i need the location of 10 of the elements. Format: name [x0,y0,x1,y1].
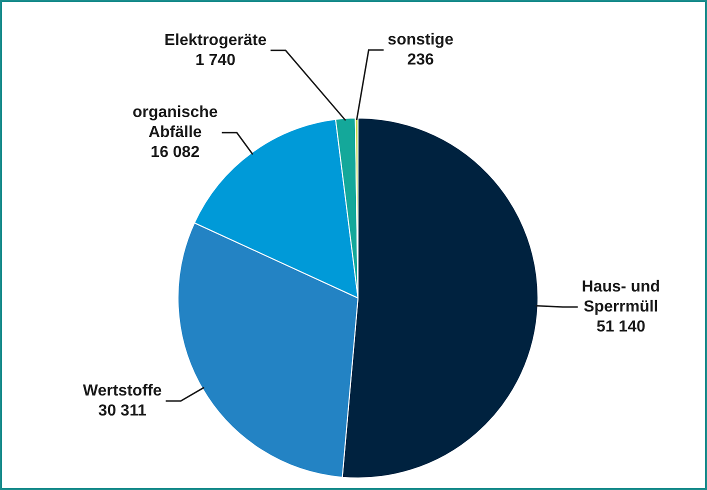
slice-label: Haus- und Sperrmüll [582,278,660,316]
data-label: 30 311 [98,402,146,420]
data-label: 16 082 [150,144,200,162]
data-label: 236 [407,51,434,68]
slice-label: organische Abfälle [132,104,218,142]
slice-label: sonstige [388,31,454,48]
slice-label: Wertstoffe [82,382,162,400]
slice-label: Elektrogeräte [164,32,267,49]
data-label: 1 740 [195,52,236,69]
data-label: 51 140 [596,318,646,336]
